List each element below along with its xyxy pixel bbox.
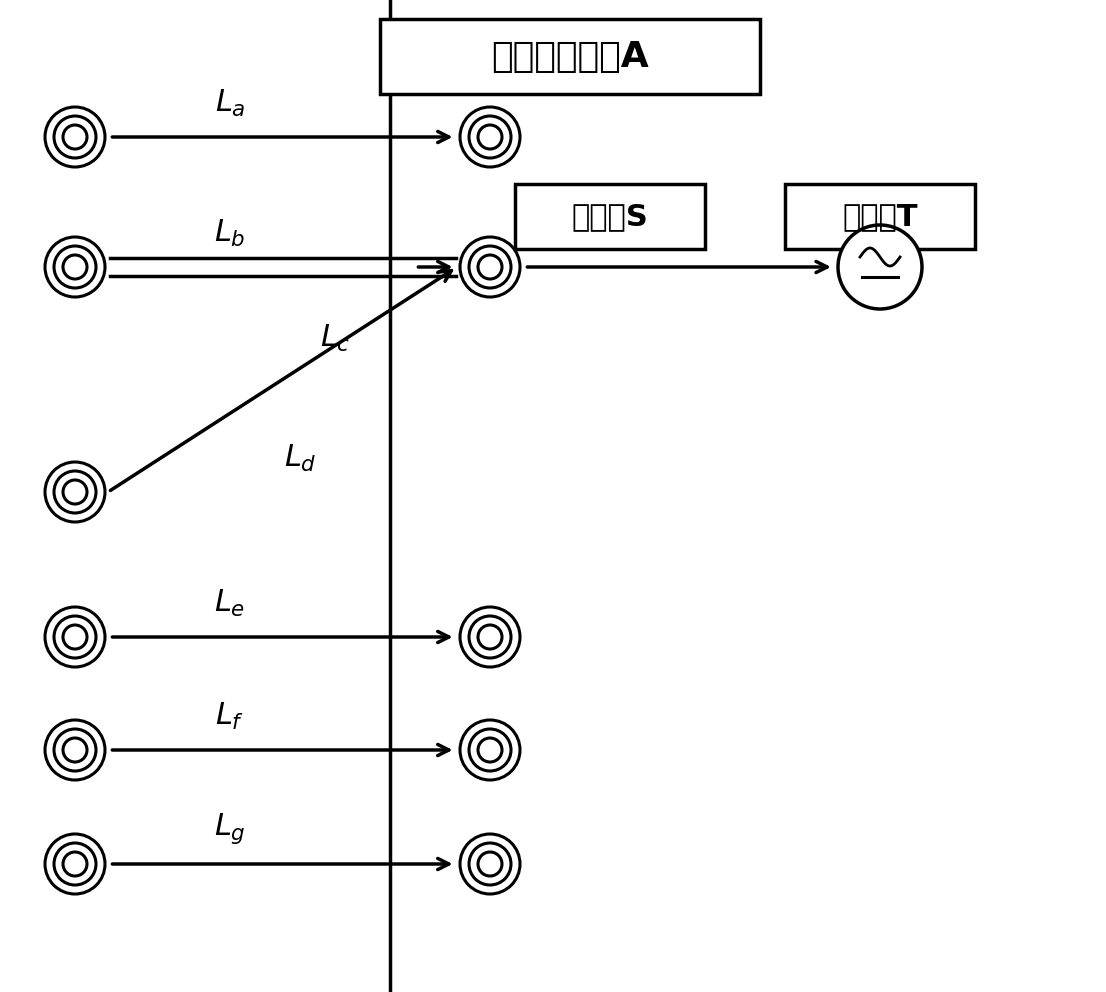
Circle shape bbox=[54, 116, 96, 158]
Circle shape bbox=[54, 246, 96, 288]
Text: $L_f$: $L_f$ bbox=[216, 701, 244, 732]
Circle shape bbox=[45, 462, 105, 522]
Bar bbox=[380, 20, 760, 94]
Text: $L_d$: $L_d$ bbox=[283, 442, 316, 474]
Circle shape bbox=[469, 246, 511, 288]
Circle shape bbox=[45, 237, 105, 297]
Text: $L_c$: $L_c$ bbox=[320, 323, 351, 354]
Circle shape bbox=[54, 616, 96, 658]
Circle shape bbox=[838, 225, 922, 309]
Circle shape bbox=[460, 607, 520, 667]
Text: 变电站S: 变电站S bbox=[572, 202, 648, 231]
Circle shape bbox=[63, 125, 87, 149]
Circle shape bbox=[469, 729, 511, 771]
Bar bbox=[515, 185, 705, 250]
Circle shape bbox=[478, 625, 502, 649]
Circle shape bbox=[63, 480, 87, 504]
Circle shape bbox=[469, 843, 511, 885]
Circle shape bbox=[460, 834, 520, 894]
Circle shape bbox=[45, 107, 105, 167]
Bar bbox=[785, 185, 975, 250]
Circle shape bbox=[54, 471, 96, 513]
Circle shape bbox=[63, 852, 87, 876]
Circle shape bbox=[45, 607, 105, 667]
Text: 换流站T: 换流站T bbox=[843, 202, 918, 231]
Circle shape bbox=[45, 720, 105, 780]
Circle shape bbox=[460, 107, 520, 167]
Circle shape bbox=[63, 255, 87, 279]
Text: $L_a$: $L_a$ bbox=[215, 88, 246, 119]
Text: $L_e$: $L_e$ bbox=[215, 588, 246, 619]
Circle shape bbox=[478, 125, 502, 149]
Circle shape bbox=[478, 738, 502, 762]
Circle shape bbox=[469, 116, 511, 158]
Circle shape bbox=[54, 843, 96, 885]
Circle shape bbox=[63, 738, 87, 762]
Text: 交流输电断面A: 交流输电断面A bbox=[491, 40, 649, 74]
Circle shape bbox=[478, 255, 502, 279]
Circle shape bbox=[478, 852, 502, 876]
Circle shape bbox=[63, 625, 87, 649]
Text: $L_g$: $L_g$ bbox=[215, 811, 246, 846]
Text: $L_b$: $L_b$ bbox=[215, 218, 246, 249]
Circle shape bbox=[45, 834, 105, 894]
Circle shape bbox=[460, 237, 520, 297]
Circle shape bbox=[469, 616, 511, 658]
Circle shape bbox=[54, 729, 96, 771]
Circle shape bbox=[460, 720, 520, 780]
